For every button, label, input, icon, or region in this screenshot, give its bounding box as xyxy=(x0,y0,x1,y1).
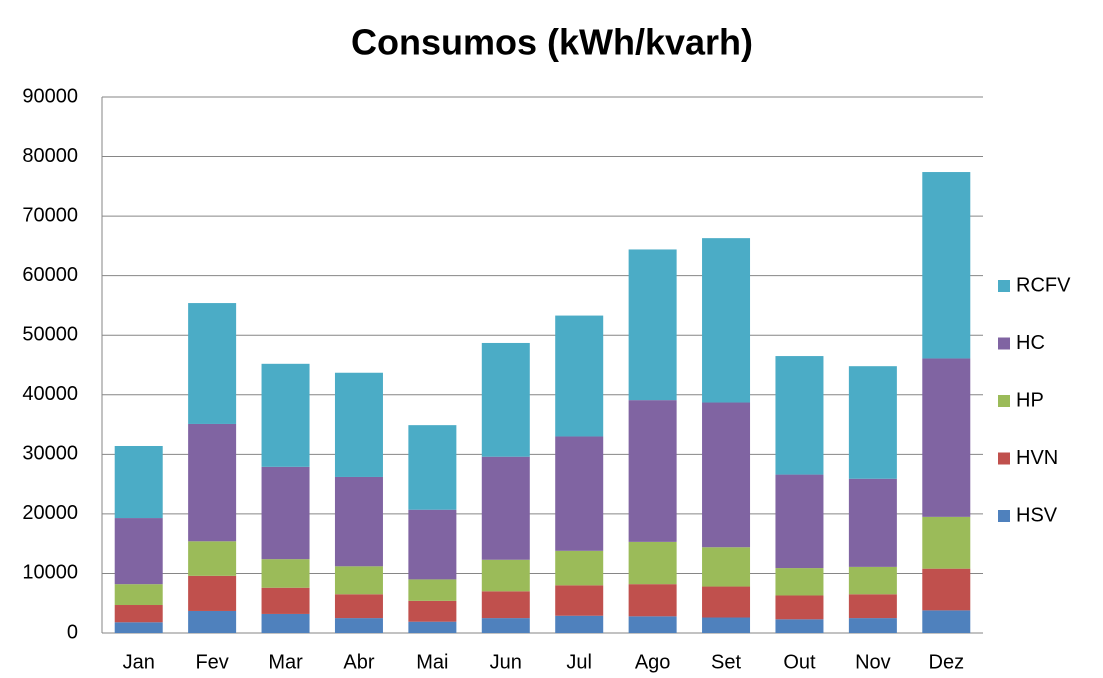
chart-title: Consumos (kWh/kvarh) xyxy=(351,22,753,63)
bar-segment xyxy=(702,586,751,618)
bar-segment xyxy=(555,315,604,437)
y-tick-label: 10000 xyxy=(22,562,78,584)
bar-segment xyxy=(628,584,677,617)
bar-segment xyxy=(628,249,677,401)
bar-segment xyxy=(334,566,383,595)
bar-segment xyxy=(408,509,457,580)
bar-segment xyxy=(481,591,530,619)
bar-segment xyxy=(848,366,897,479)
bar-segment xyxy=(261,363,310,467)
x-tick-label: Dez xyxy=(929,651,965,673)
bar-segment xyxy=(628,616,677,633)
bar-segment xyxy=(555,550,604,586)
bar-segment xyxy=(261,587,310,614)
bar-segment xyxy=(702,402,751,548)
legend-swatch xyxy=(998,510,1010,522)
y-tick-label: 20000 xyxy=(22,502,78,524)
bar-segment xyxy=(775,568,824,596)
bar-segment xyxy=(188,303,237,424)
y-tick-label: 70000 xyxy=(22,204,78,226)
bar-segment xyxy=(848,478,897,567)
bar-segment xyxy=(775,474,824,569)
x-tick-label: Jul xyxy=(566,651,592,673)
bar-segment xyxy=(408,425,457,510)
y-tick-label: 90000 xyxy=(22,85,78,107)
legend-label: RCFV xyxy=(1016,274,1071,296)
bar-segment xyxy=(922,610,971,633)
bar-segment xyxy=(555,436,604,551)
bar-segment xyxy=(922,358,971,517)
legend-label: HSV xyxy=(1016,504,1058,526)
legend-label: HVN xyxy=(1016,447,1058,469)
bar-segment xyxy=(775,619,824,633)
bar-segment xyxy=(628,400,677,542)
bar-segment xyxy=(334,372,383,477)
bar-segment xyxy=(408,621,457,633)
bar-segment xyxy=(188,423,237,542)
x-tick-label: Mai xyxy=(416,651,448,673)
bar-segment xyxy=(261,466,310,560)
y-tick-label: 50000 xyxy=(22,324,78,346)
bar-segment xyxy=(775,595,824,620)
bar-segment xyxy=(481,618,530,633)
bar-segment xyxy=(334,476,383,567)
bar-segment xyxy=(922,516,971,569)
bar-segment xyxy=(114,518,163,585)
legend-swatch xyxy=(998,280,1010,292)
bar-segment xyxy=(702,547,751,587)
x-tick-label: Fev xyxy=(195,651,228,673)
x-tick-label: Out xyxy=(783,651,816,673)
legend-swatch xyxy=(998,337,1010,350)
bar-segment xyxy=(114,445,163,519)
bar-segment xyxy=(114,622,163,633)
x-tick-label: Mar xyxy=(268,651,303,673)
bar-segment xyxy=(188,610,237,633)
y-tick-label: 0 xyxy=(67,621,78,643)
bar-segment xyxy=(261,613,310,633)
bar-segment xyxy=(408,600,457,622)
bar-segment xyxy=(628,541,677,585)
bar-segment xyxy=(481,456,530,560)
legend-label: HC xyxy=(1016,332,1045,354)
legend-swatch xyxy=(998,395,1010,407)
y-tick-label: 40000 xyxy=(22,383,78,405)
legend-label: HP xyxy=(1016,389,1044,411)
bar-segment xyxy=(114,605,163,623)
bar-segment xyxy=(481,342,530,457)
bar-segment xyxy=(922,568,971,611)
x-tick-label: Nov xyxy=(855,651,891,673)
bar-segment xyxy=(702,238,751,403)
bar-segment xyxy=(555,615,604,633)
bar-segment xyxy=(334,618,383,633)
bar-segment xyxy=(334,594,383,619)
bar-segment xyxy=(261,559,310,588)
bar-segment xyxy=(775,356,824,475)
bar-segment xyxy=(848,594,897,619)
x-tick-label: Jun xyxy=(490,651,522,673)
y-tick-label: 30000 xyxy=(22,443,78,465)
bar-segment xyxy=(848,618,897,633)
bar-segment xyxy=(188,541,237,576)
y-tick-label: 60000 xyxy=(22,264,78,286)
y-tick-label: 80000 xyxy=(22,145,78,167)
bar-segment xyxy=(702,617,751,633)
bar-segment xyxy=(114,584,163,606)
bar-segment xyxy=(922,172,971,359)
x-tick-label: Abr xyxy=(343,651,374,673)
x-tick-label: Ago xyxy=(635,651,671,673)
x-tick-label: Jan xyxy=(123,651,155,673)
legend-swatch xyxy=(998,452,1010,465)
bar-segment xyxy=(848,566,897,595)
bar-segment xyxy=(408,579,457,601)
bar-segment xyxy=(481,559,530,592)
x-tick-label: Set xyxy=(711,651,741,673)
bar-segment xyxy=(188,575,237,611)
bar-segment xyxy=(555,585,604,616)
